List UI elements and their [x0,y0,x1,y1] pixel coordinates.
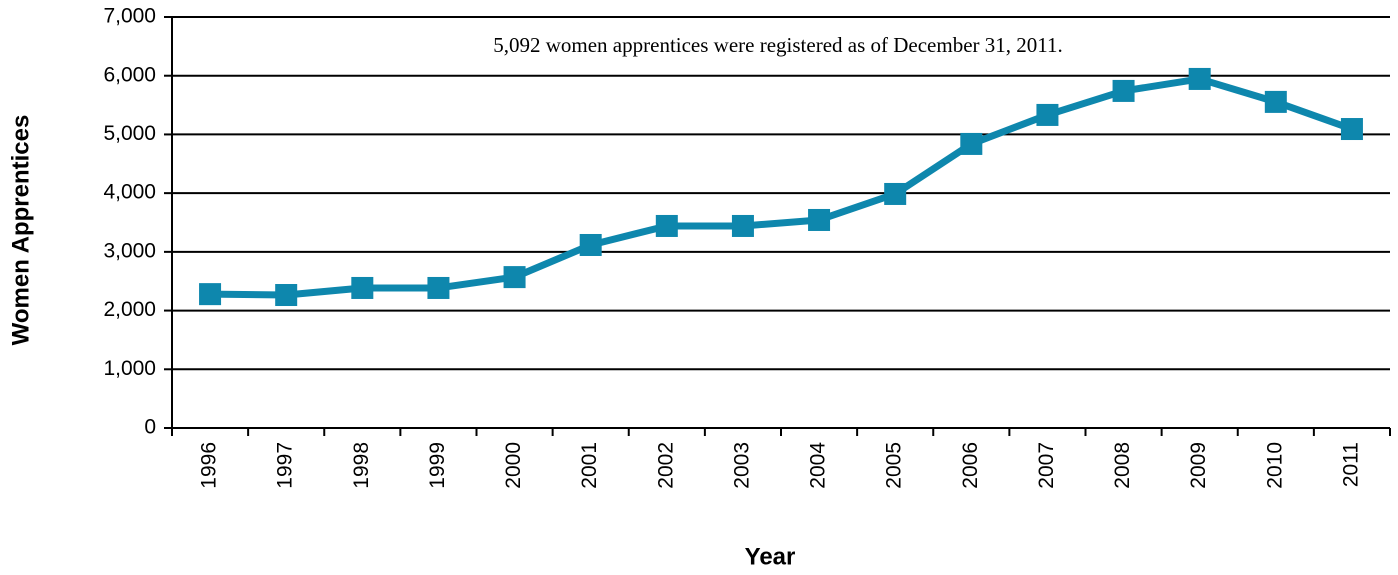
y-tick-label: 6,000 [103,63,156,86]
marker [1188,67,1211,90]
x-tick-label: 2002 [654,442,677,489]
x-tick-label: 2009 [1187,442,1210,489]
y-tick-label: 5,000 [103,122,156,145]
marker [960,132,983,155]
marker [1112,79,1135,102]
marker [351,276,374,299]
x-tick-label: 2000 [502,442,525,489]
x-tick-label: 1997 [274,442,297,489]
y-tick-label: 1,000 [103,357,156,380]
marker [427,276,450,299]
y-tick-label: 2,000 [103,298,156,321]
x-tick-label: 2010 [1263,442,1286,489]
x-tick-label: 2001 [578,442,601,489]
x-axis-title: Year [745,543,796,570]
marker [199,283,222,306]
y-tick-label: 7,000 [103,5,156,28]
x-tick-label: 1999 [426,442,449,489]
line [210,75,1354,299]
x-tick-label: 1998 [350,442,373,489]
x-tick-label: 2004 [807,442,830,489]
x-tick-label: 2006 [959,442,982,489]
marker [731,214,754,237]
x-tick-label: 2005 [883,442,906,489]
x-tick-label: 2007 [1035,442,1058,489]
y-tick-label: 3,000 [103,239,156,262]
marker [1036,103,1059,126]
marker [655,214,678,237]
marker [1340,118,1363,141]
marker [275,284,298,307]
x-tick-label: 2011 [1339,442,1362,487]
marker [808,208,831,231]
annotation: 5,092 women apprentices were registered … [493,33,1063,57]
y-tick-label: 4,000 [103,181,156,204]
marker [884,182,907,205]
x-tick-label: 1996 [198,442,221,489]
y-tick-label: 0 [144,416,156,439]
marker [503,266,526,289]
marker [579,233,602,256]
x-tick-label: 2003 [730,442,753,489]
x-tick-label: 2008 [1111,442,1134,489]
y-axis-title: Women Apprentices [7,115,34,346]
marker [1264,90,1287,113]
